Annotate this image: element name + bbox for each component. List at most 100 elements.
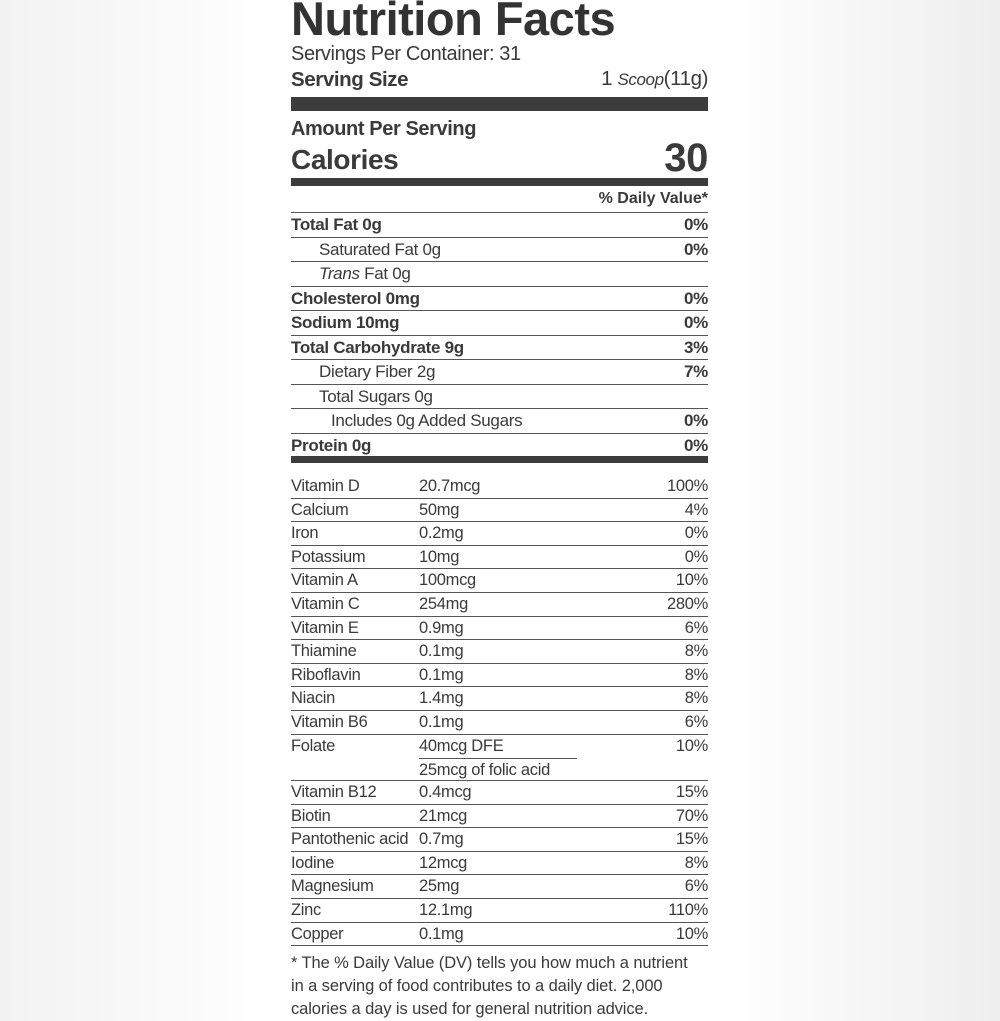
vitamin-dv: 0%: [684, 547, 709, 566]
vitamin-row: Vitamin D 20.7mcg 100%: [291, 475, 708, 499]
footnote-line: * The % Daily Value (DV) tells you how m…: [291, 954, 688, 973]
macro-dv: 7%: [684, 362, 708, 381]
vitamin-row: Vitamin B12 0.4mcg 15%: [291, 781, 708, 805]
footnote-line: in a serving of food contributes to a da…: [291, 977, 663, 996]
macro-name: Total Carbohydrate 9g: [291, 337, 464, 357]
serving-qty: 1: [601, 67, 613, 90]
vitamin-dv: 8%: [684, 642, 709, 661]
vitamin-name: Zinc: [291, 901, 321, 919]
vitamin-row: Vitamin E 0.9mg 6%: [291, 617, 708, 641]
vitamin-name: Vitamin A: [291, 571, 358, 590]
nutrition-facts-label: Nutrition Facts Servings Per Container: …: [291, 0, 708, 1021]
serving-unit: Scoop: [617, 70, 664, 89]
vitamin-name: Iodine: [291, 853, 335, 872]
folate-amount: 40mcg DFE: [419, 735, 577, 759]
vitamin-row: Biotin 21mcg 70%: [291, 805, 708, 829]
macro-name: Total Sugars 0g: [319, 386, 433, 406]
vitamin-row: Calcium 50mg 4%: [291, 499, 708, 523]
vitamin-list: Vitamin D 20.7mcg 100% Calcium 50mg 4% Iron 0.2…: [291, 475, 708, 735]
label-title: Nutrition Facts: [291, 0, 616, 45]
vitamin-dv: 110%: [668, 901, 708, 919]
vitamin-dv: 6%: [684, 618, 709, 637]
vitamin-row: Vitamin A 100mcg 10%: [291, 569, 708, 593]
macro-name: Saturated Fat 0g: [319, 239, 441, 259]
macro-row: Protein 0g 0%: [291, 434, 708, 458]
macro-row: Total Sugars 0g: [291, 385, 708, 409]
macro-name: Includes 0g Added Sugars: [331, 411, 523, 430]
vitamin-row: Vitamin B6 0.1mg 6%: [291, 711, 708, 735]
macro-name: Trans Fat 0g: [319, 264, 411, 283]
folic-acid-amount: 25mcg of folic acid: [419, 760, 550, 779]
vitamin-name: Iron: [291, 524, 319, 543]
macro-row: Total Fat 0g 0%: [291, 213, 708, 238]
vitamin-dv: 0%: [684, 524, 709, 543]
vitamin-name: Calcium: [291, 500, 349, 519]
vitamin-amount: 21mcg: [419, 806, 468, 825]
macro-row: Sodium 10mg 0%: [291, 311, 708, 336]
vitamin-amount: 0.1mg: [419, 642, 464, 661]
footnote: * The % Daily Value (DV) tells you how m…: [291, 952, 708, 1021]
vitamin-row: Iodine 12mcg 8%: [291, 852, 708, 876]
vitamin-amount: 25mg: [419, 877, 460, 896]
macro-name: Total Fat 0g: [291, 215, 382, 234]
vitamin-name: Vitamin D: [291, 477, 360, 495]
vitamin-name: Folate: [291, 736, 336, 755]
vitamin-amount: 12.1mg: [419, 901, 473, 919]
vitamin-amount: 0.2mg: [419, 524, 464, 543]
vitamin-row: Pantothenic acid 0.7mg 15%: [291, 828, 708, 852]
vitamin-dv: 6%: [684, 877, 709, 896]
vitamin-amount: 0.1mg: [419, 712, 464, 731]
serving-weight: (11g): [663, 67, 709, 90]
vitamin-amount: 12mcg: [419, 853, 468, 872]
vitamin-dv: 8%: [684, 665, 709, 684]
macro-dv: 0%: [684, 215, 708, 234]
macro-dv: 0%: [684, 313, 708, 332]
vitamin-dv: 280%: [666, 594, 708, 613]
calories-value: 30: [664, 136, 708, 180]
serving-size-row: Serving Size 1 Scoop(11g): [291, 66, 708, 93]
vitamin-row: Copper 0.1mg 10%: [291, 923, 708, 947]
vitamin-dv: 10%: [675, 571, 708, 590]
vitamin-name: Riboflavin: [291, 665, 361, 684]
thick-divider-vitamins: [291, 456, 708, 463]
vitamin-amount: 0.4mcg: [419, 783, 472, 802]
vitamin-row: Iron 0.2mg 0%: [291, 522, 708, 546]
calories-row: Calories 30: [291, 136, 708, 180]
serving-size-value: 1 Scoop(11g): [601, 66, 708, 93]
vitamin-row: Zinc 12.1mg 110%: [291, 899, 708, 923]
vitamin-dv: 6%: [684, 712, 709, 731]
macro-dv: 3%: [684, 337, 708, 357]
vitamin-dv: 10%: [675, 736, 708, 755]
vitamin-amount: 100mcg: [419, 571, 476, 590]
vitamin-dv: 8%: [684, 689, 709, 708]
vitamin-dv: 15%: [675, 783, 708, 802]
vitamin-amount: 0.1mg: [419, 924, 464, 943]
vitamin-amount: 10mg: [419, 547, 460, 566]
macro-row: Dietary Fiber 2g 7%: [291, 360, 708, 385]
vitamin-row: Niacin 1.4mg 8%: [291, 687, 708, 711]
macro-name: Protein 0g: [291, 435, 372, 455]
vitamin-name: Vitamin E: [291, 618, 359, 637]
macro-dv: 0%: [684, 411, 708, 430]
vitamin-dv: 8%: [684, 853, 709, 872]
vitamin-row: Thiamine 0.1mg 8%: [291, 640, 708, 664]
vitamin-name: Vitamin B12: [291, 783, 377, 802]
vitamin-row: Potassium 10mg 0%: [291, 546, 708, 570]
macro-dv: 0%: [684, 239, 708, 259]
daily-value-header: % Daily Value*: [291, 186, 708, 213]
vitamin-name: Biotin: [291, 806, 331, 825]
vitamin-row-folate: Folate 40mcg DFE 25mcg of folic acid 10%: [291, 735, 708, 782]
macro-dv: 0%: [684, 288, 708, 308]
vitamin-row: Magnesium 25mg 6%: [291, 875, 708, 899]
servings-per-container: Servings Per Container: 31: [291, 43, 521, 65]
footnote-line: calories a day is used for general nutri…: [291, 1000, 649, 1019]
vitamin-name: Vitamin B6: [291, 712, 368, 731]
vitamin-amount: 0.9mg: [419, 618, 464, 637]
vitamin-amount: 0.7mg: [419, 830, 464, 849]
thick-divider: [291, 97, 708, 111]
vitamin-row: Riboflavin 0.1mg 8%: [291, 664, 708, 688]
vitamin-amount: 1.4mg: [419, 689, 464, 708]
macro-row: Saturated Fat 0g 0%: [291, 238, 708, 262]
vitamin-dv: 70%: [675, 806, 708, 825]
serving-size-label: Serving Size: [291, 68, 409, 91]
